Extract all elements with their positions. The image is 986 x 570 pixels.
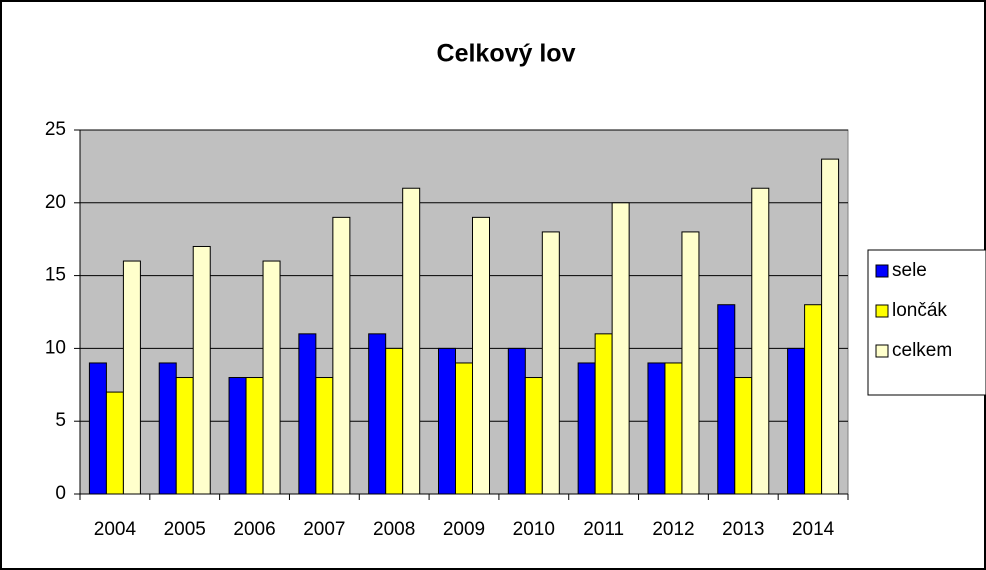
x-tick-label: 2006: [233, 519, 275, 540]
x-tick-label: 2013: [722, 519, 764, 540]
legend-swatch: [875, 304, 889, 318]
bar: [175, 377, 194, 495]
legend-swatch: [875, 264, 889, 278]
bar: [298, 333, 317, 495]
bar: [751, 187, 770, 495]
bar: [717, 304, 736, 495]
x-tick-label: 2008: [373, 519, 415, 540]
bar: [262, 260, 281, 495]
x-tick-label: 2007: [303, 519, 345, 540]
bar: [332, 216, 351, 495]
x-tick-label: 2011: [583, 519, 624, 540]
x-tick-label: 2005: [164, 519, 206, 540]
bar: [821, 158, 840, 495]
bar: [804, 304, 823, 495]
y-tick-label: 10: [45, 337, 66, 358]
x-tick-label: 2009: [443, 519, 485, 540]
bar: [472, 216, 490, 495]
bar: [385, 347, 404, 495]
x-tick-label: 2012: [652, 519, 694, 540]
bar: [577, 362, 596, 495]
x-tick-label: 2010: [513, 519, 555, 540]
bar: [524, 377, 543, 495]
bar: [455, 362, 473, 495]
bar: [541, 231, 560, 495]
bar: [122, 260, 141, 495]
bar: [664, 362, 683, 495]
bar: [368, 333, 387, 495]
bar: [88, 362, 107, 495]
bar: [681, 231, 700, 495]
y-tick-label: 5: [55, 410, 66, 431]
bar: [315, 377, 334, 495]
y-tick-label: 20: [45, 192, 66, 213]
bar: [611, 202, 630, 495]
bar: [647, 362, 666, 495]
bar: [438, 347, 456, 495]
bar: [594, 333, 613, 495]
legend-label: celkem: [892, 340, 952, 361]
legend-label: sele: [892, 260, 927, 281]
bar: [507, 347, 526, 495]
x-tick-label: 2004: [94, 519, 137, 540]
y-tick-label: 15: [45, 265, 66, 286]
legend-swatch: [875, 344, 889, 358]
y-tick-label: 0: [55, 483, 66, 504]
bar: [228, 377, 247, 495]
x-tick-label: 2014: [792, 519, 835, 540]
y-tick-label: 25: [45, 119, 66, 140]
bar: [734, 377, 753, 495]
bar: [245, 377, 264, 495]
bar: [192, 245, 211, 495]
bar: [105, 391, 124, 495]
bar: [787, 347, 806, 495]
legend-label: lončák: [892, 300, 947, 321]
chart-title: Celkový lov: [437, 40, 576, 68]
bar: [402, 187, 421, 495]
bar: [158, 362, 177, 495]
